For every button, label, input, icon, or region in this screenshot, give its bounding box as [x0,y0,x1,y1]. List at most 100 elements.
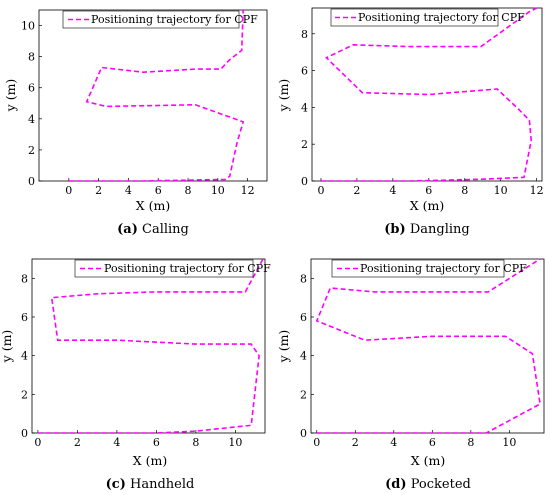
x-tick-label: 8 [185,184,192,197]
x-tick-label: 0 [34,436,41,449]
caption-text: Pocketed [411,477,471,492]
x-tick-label: 0 [65,184,72,197]
x-tick-label: 12 [241,184,255,197]
caption-text: Handheld [130,477,194,492]
legend-label: Positioning trajectory for CPF [91,13,258,26]
x-tick-label: 12 [530,184,544,197]
x-axis-label: X (m) [133,453,167,468]
x-tick-label: 10 [494,184,508,197]
legend-box [331,259,505,278]
x-tick-label: 2 [352,436,359,449]
y-ticks: 0 2 4 6 8 [301,28,315,188]
y-tick-label: 0 [28,175,35,188]
plot-frame [310,258,545,434]
caption-letter: (b) [384,222,405,237]
y-tick-label: 0 [21,427,28,440]
trajectory-series [315,258,541,434]
y-tick-label: 4 [21,350,28,363]
legend-label: Positioning trajectory for CPF [360,262,527,275]
x-tick-label: 2 [95,184,102,197]
y-axis-label: y (m) [276,79,291,113]
plot-frame [38,9,268,182]
trajectory-series [68,9,245,182]
y-tick-label: 0 [300,427,307,440]
caption: (b) Dangling [384,222,469,237]
x-tick-label: 8 [467,436,474,449]
x-tick-label: 0 [317,184,324,197]
y-axis-label: y (m) [276,330,291,364]
x-axis-label: X (m) [136,198,170,213]
x-ticks: 0 2 4 6 8 10 12 [317,178,544,197]
x-ticks: 0 2 4 6 8 10 [313,430,516,449]
trajectory-series [37,258,264,434]
y-ticks: 0 2 4 6 8 [300,272,314,440]
legend-box [62,10,240,29]
x-tick-label: 4 [125,184,132,197]
y-tick-label: 4 [301,101,308,114]
x-tick-label: 6 [153,436,160,449]
x-tick-label: 6 [429,436,436,449]
caption-letter: (d) [385,477,406,492]
panel-pocketed: 0 2 4 6 8 10 0 2 4 6 8 Positioning trajectory for… [276,258,545,492]
y-tick-label: 6 [21,311,28,324]
x-tick-label: 4 [113,436,120,449]
x-axis-label: X (m) [410,198,444,213]
x-tick-label: 8 [192,436,199,449]
trajectory-line [315,258,541,434]
y-tick-label: 6 [300,311,307,324]
trajectory-line [321,7,537,182]
y-tick-label: 6 [301,65,308,78]
y-tick-label: 10 [21,20,35,33]
plot-frame [31,258,266,434]
legend: Positioning trajectory for CPF [74,259,271,278]
x-tick-label: 2 [353,184,360,197]
caption: (d) Pocketed [385,477,471,492]
y-tick-label: 2 [300,388,307,401]
caption: (a) Calling [117,222,189,237]
trajectory-line [37,258,264,434]
trajectory-series [321,7,537,182]
y-tick-label: 0 [301,175,308,188]
y-tick-label: 2 [21,388,28,401]
legend-label: Positioning trajectory for CPF [358,11,525,24]
y-axis-label: y (m) [0,330,14,364]
y-tick-label: 8 [301,28,308,41]
x-tick-label: 6 [155,184,162,197]
caption-text: Dangling [410,222,470,237]
legend-box [74,259,254,278]
y-tick-label: 2 [28,144,35,157]
y-tick-label: 4 [28,113,35,126]
x-tick-label: 2 [74,436,81,449]
y-ticks: 0 2 4 6 8 10 [21,20,42,188]
x-tick-label: 0 [313,436,320,449]
y-ticks: 0 2 4 6 8 [21,272,35,440]
y-tick-label: 6 [28,82,35,95]
caption-letter: (c) [106,477,126,492]
panel-dangling: 0 2 4 6 8 10 12 0 2 4 6 8 Positioning trajectory f… [276,7,544,237]
x-tick-label: 10 [211,184,225,197]
x-tick-label: 4 [389,184,396,197]
panel-handheld: 0 2 4 6 8 10 0 2 4 6 8 Positioning trajectory for… [0,258,271,492]
y-tick-label: 8 [28,51,35,64]
x-tick-label: 6 [425,184,432,197]
x-tick-label: 4 [390,436,397,449]
y-tick-label: 4 [300,350,307,363]
caption-letter: (a) [117,222,138,237]
legend: Positioning trajectory for CPF [331,259,527,278]
x-ticks: 0 2 4 6 8 10 12 [65,178,255,197]
y-axis-label: y (m) [3,79,18,113]
panel-calling: 0 2 4 6 8 10 12 0 2 4 6 8 10 Positioning trajectory… [3,9,268,237]
legend-box [330,8,499,27]
trajectory-line [68,9,245,182]
x-tick-label: 8 [461,184,468,197]
x-tick-label: 10 [502,436,516,449]
caption-text: Calling [142,222,189,237]
caption: (c) Handheld [106,477,195,492]
x-tick-label: 10 [228,436,242,449]
legend: Positioning trajectory for CPF [330,8,525,27]
y-tick-label: 8 [300,272,307,285]
x-axis-label: X (m) [411,453,445,468]
y-tick-label: 2 [301,138,308,151]
legend: Positioning trajectory for CPF [62,10,258,29]
